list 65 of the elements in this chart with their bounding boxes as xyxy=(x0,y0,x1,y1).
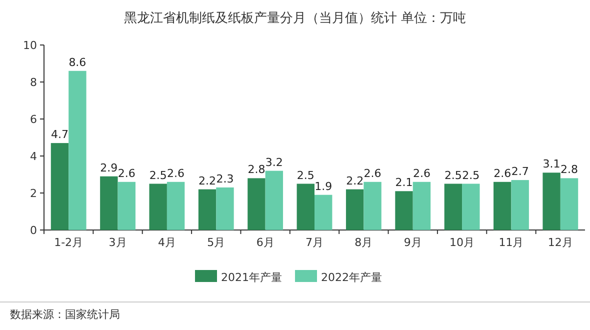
bar xyxy=(314,194,332,230)
bar xyxy=(50,143,69,230)
data-label: 2.6 xyxy=(118,166,136,180)
x-tick-label: 12月 xyxy=(548,236,573,249)
data-label: 2.5 xyxy=(296,168,314,182)
x-tick-label: 1-2月 xyxy=(54,236,84,249)
bar xyxy=(149,184,167,230)
legend-label: 2021年产量 xyxy=(221,271,282,284)
bar xyxy=(166,182,185,230)
bar xyxy=(364,182,382,230)
data-label: 2.2 xyxy=(346,174,364,188)
y-tick-label: 10 xyxy=(23,39,37,52)
x-tick-label: 10月 xyxy=(450,236,475,249)
bar xyxy=(216,187,234,230)
bar xyxy=(542,172,560,230)
chart-title: 黑龙江省机制纸及纸板产量分月（当月值）统计 单位：万吨 xyxy=(124,11,466,26)
x-tick-label: 6月 xyxy=(256,236,274,249)
data-label: 2.2 xyxy=(198,174,216,188)
data-label: 2.5 xyxy=(462,168,480,182)
data-label: 3.1 xyxy=(542,158,560,171)
data-label: 4.7 xyxy=(50,128,68,142)
y-tick-label: 4 xyxy=(30,150,37,163)
data-label: 2.6 xyxy=(494,166,512,180)
bar xyxy=(118,182,136,230)
data-label: 2.6 xyxy=(364,166,382,180)
x-tick-label: 11月 xyxy=(498,236,524,249)
bar xyxy=(100,176,118,230)
data-label: 2.8 xyxy=(560,163,578,176)
data-label: 2.5 xyxy=(149,168,167,182)
bar xyxy=(296,184,314,230)
bar xyxy=(265,170,284,230)
data-label: 3.2 xyxy=(265,156,283,169)
data-label: 2.1 xyxy=(395,176,413,190)
bar xyxy=(444,184,462,230)
y-tick-label: 8 xyxy=(30,76,37,89)
data-label: 2.8 xyxy=(248,163,266,176)
x-tick-label: 4月 xyxy=(158,236,176,249)
data-label: 2.7 xyxy=(511,165,529,178)
bar xyxy=(494,182,512,230)
y-tick-label: 6 xyxy=(30,113,37,126)
data-label: 2.6 xyxy=(412,166,430,180)
bar xyxy=(198,189,216,230)
data-label: 2.5 xyxy=(444,168,462,182)
bar xyxy=(68,70,86,230)
x-tick-label: 5月 xyxy=(207,236,226,249)
x-tick-label: 3月 xyxy=(108,236,127,249)
data-label: 2.3 xyxy=(216,172,234,186)
bar xyxy=(346,189,364,230)
x-tick-label: 7月 xyxy=(306,236,324,249)
data-label: 1.9 xyxy=(314,180,332,193)
bar xyxy=(462,184,480,230)
data-label: 8.6 xyxy=(68,56,86,69)
data-label: 2.9 xyxy=(100,161,118,174)
bar xyxy=(560,178,578,230)
x-tick-label: 8月 xyxy=(354,236,373,249)
data-label: 2.6 xyxy=(167,166,185,180)
y-tick-label: 2 xyxy=(30,187,37,200)
bar xyxy=(395,191,413,230)
bar xyxy=(511,180,529,230)
bar xyxy=(248,178,266,230)
legend-label: 2022年产量 xyxy=(321,271,382,284)
source-note: 数据来源：国家统计局 xyxy=(10,308,120,321)
x-tick-label: 9月 xyxy=(404,236,422,249)
bar xyxy=(412,182,431,230)
y-tick-label: 0 xyxy=(30,224,37,237)
